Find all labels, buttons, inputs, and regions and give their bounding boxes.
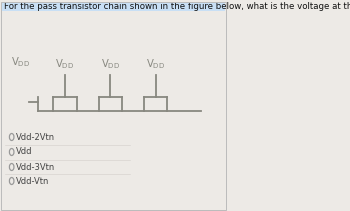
- FancyBboxPatch shape: [2, 2, 225, 11]
- Text: $\mathregular{V_{DD}}$: $\mathregular{V_{DD}}$: [101, 57, 120, 71]
- Text: Vdd-Vtn: Vdd-Vtn: [16, 176, 50, 185]
- Text: For the pass transistor chain shown in the figure below, what is the voltage at : For the pass transistor chain shown in t…: [4, 2, 350, 11]
- Text: Vdd: Vdd: [16, 147, 33, 157]
- Circle shape: [9, 149, 14, 156]
- Circle shape: [9, 164, 14, 170]
- Circle shape: [9, 177, 14, 184]
- Text: $\mathregular{V_{DD}}$: $\mathregular{V_{DD}}$: [10, 55, 30, 69]
- Text: $\mathregular{V_{DD}}$: $\mathregular{V_{DD}}$: [55, 57, 75, 71]
- Circle shape: [9, 134, 14, 141]
- Text: Vdd-3Vtn: Vdd-3Vtn: [16, 162, 55, 172]
- Text: $\mathregular{V_{DD}}$: $\mathregular{V_{DD}}$: [146, 57, 165, 71]
- Text: Vdd-2Vtn: Vdd-2Vtn: [16, 133, 55, 142]
